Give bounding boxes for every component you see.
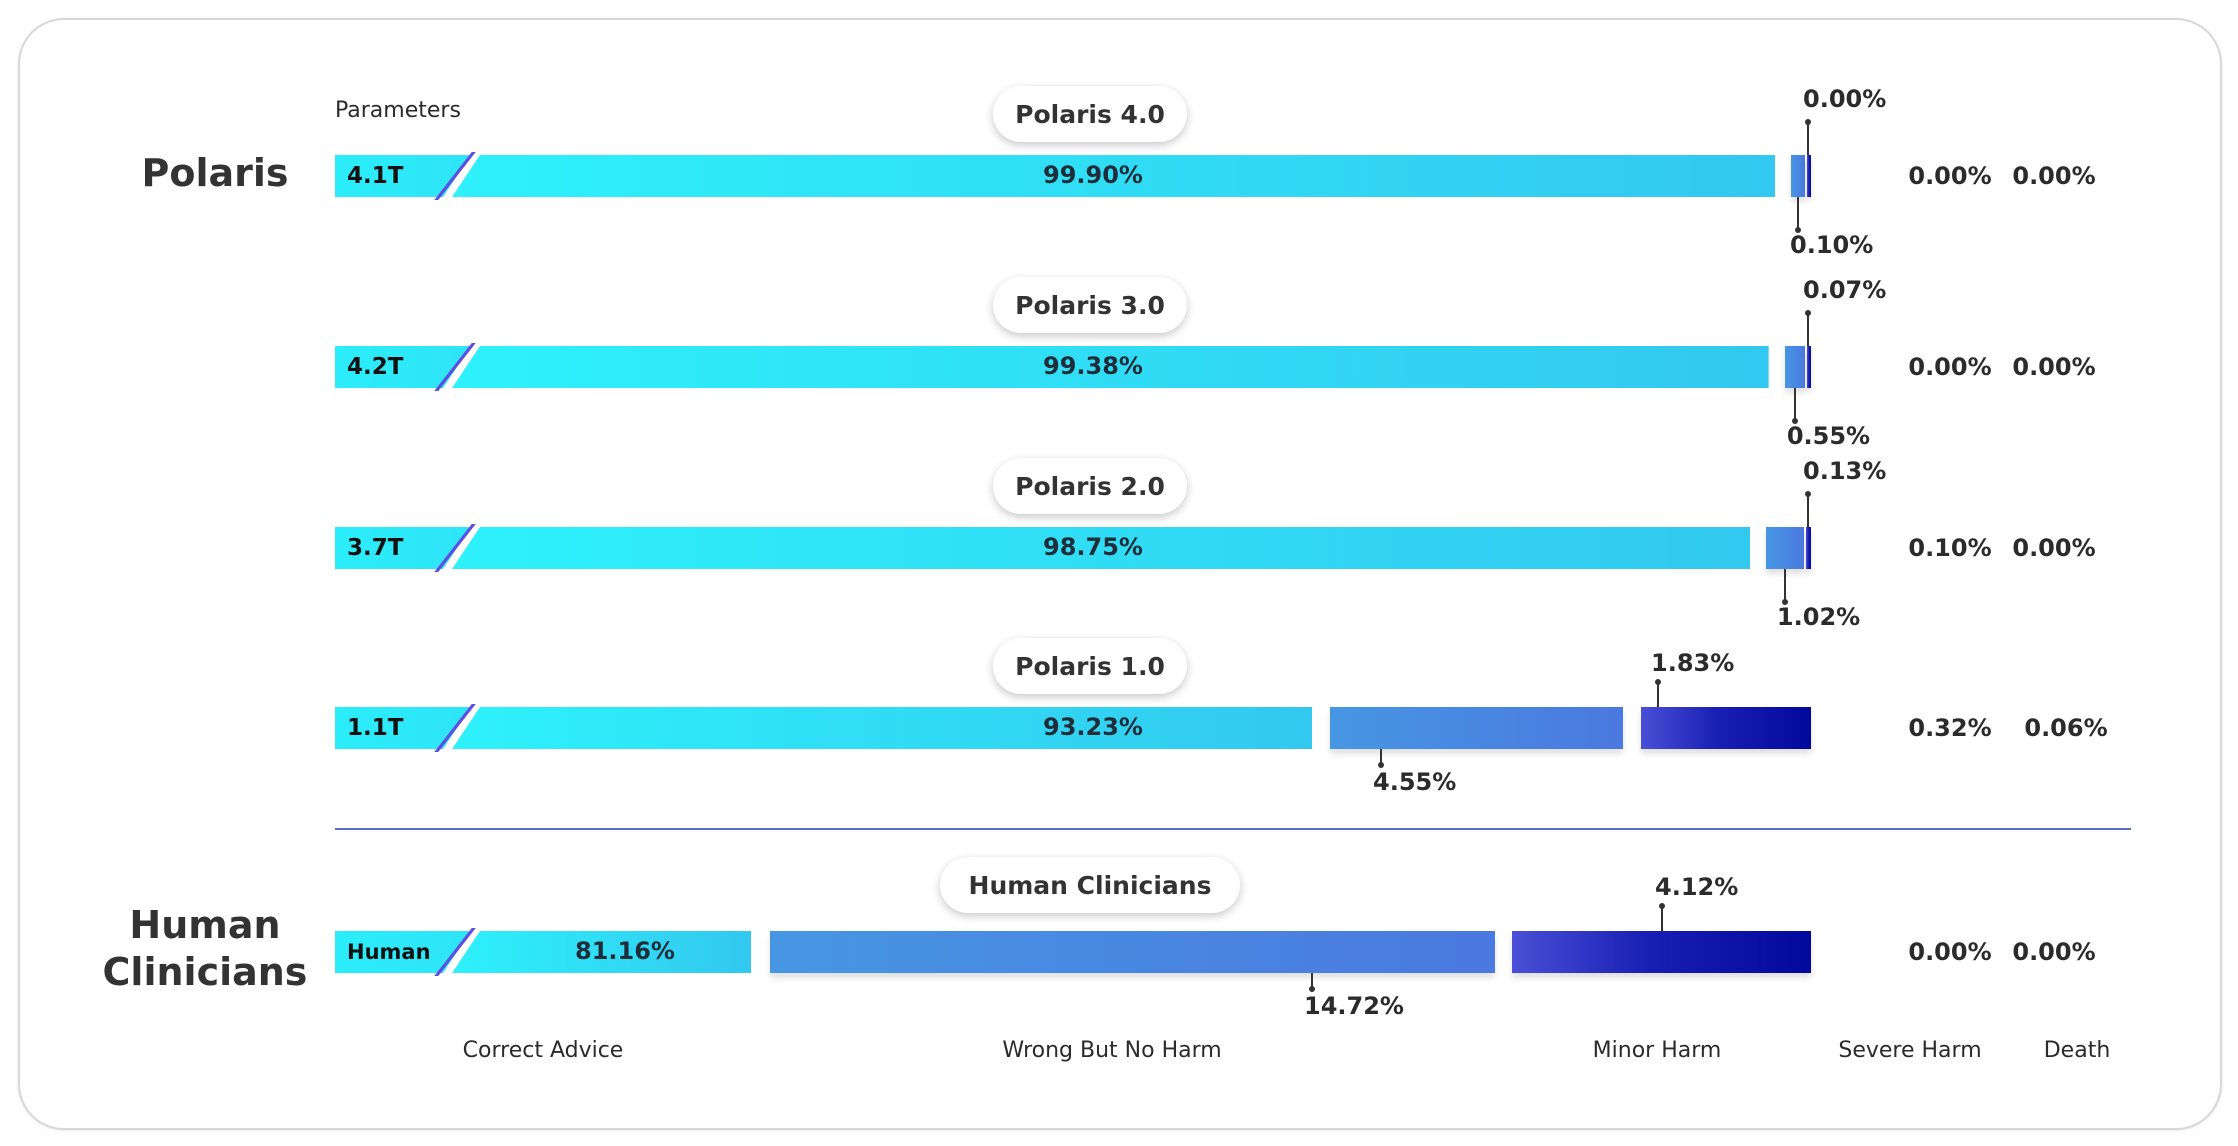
label-minor-polaris-1-0: 1.83% — [1651, 649, 1735, 677]
value-severe-harm-polaris-2-0: 0.10% — [1908, 534, 1992, 562]
category-label-death: Death — [2043, 1038, 2111, 1063]
bar-correct-polaris-4-0 — [452, 155, 1775, 197]
category-label-correct-advice: Correct Advice — [462, 1038, 624, 1063]
wrong-human-clinicians-dot — [1309, 986, 1315, 992]
label-minor-polaris-3-0: 0.07% — [1803, 276, 1887, 304]
wrong-polaris-4-0-leader — [1797, 197, 1799, 230]
wrong-polaris-1-0-dot — [1378, 762, 1384, 768]
minor-polaris-3-0-leader — [1807, 313, 1809, 346]
bar-wrong-human-clinicians — [770, 931, 1495, 973]
bar-minor-polaris-2-0 — [1805, 527, 1811, 569]
value-death-polaris-1-0: 0.06% — [2024, 714, 2108, 742]
pill-polaris-4-0: Polaris 4.0 — [993, 86, 1187, 142]
bar-correct-human-clinicians — [452, 931, 751, 973]
minor-human-clinicians-dot — [1659, 903, 1665, 909]
minor-polaris-4-0-dot — [1805, 119, 1811, 125]
value-death-polaris-4-0: 0.00% — [2012, 162, 2096, 190]
bar-wrong-polaris-4-0 — [1791, 155, 1805, 197]
pill-polaris-3-0: Polaris 3.0 — [993, 277, 1187, 333]
bar-correct-polaris-1-0 — [452, 707, 1312, 749]
pill-polaris-1-0: Polaris 1.0 — [993, 638, 1187, 694]
category-label-severe-harm: Severe Harm — [1838, 1038, 1982, 1063]
label-correct-human-clinicians: 81.16% — [575, 937, 675, 965]
value-death-polaris-3-0: 0.00% — [2012, 353, 2096, 381]
label-correct-polaris-4-0: 99.90% — [1043, 161, 1143, 189]
wrong-human-clinicians-leader — [1311, 973, 1313, 989]
minor-polaris-4-0-leader — [1807, 122, 1809, 155]
bar-minor-polaris-4-0 — [1807, 155, 1811, 197]
bar-minor-human-clinicians — [1512, 931, 1811, 973]
bar-wrong-polaris-2-0 — [1766, 527, 1804, 569]
label-wrong-polaris-1-0: 4.55% — [1373, 768, 1457, 796]
label-wrong-polaris-3-0: 0.55% — [1786, 422, 1871, 450]
label-correct-polaris-1-0: 93.23% — [1043, 713, 1143, 741]
minor-polaris-3-0-dot — [1805, 310, 1811, 316]
minor-polaris-1-0-leader — [1657, 682, 1659, 707]
bar-minor-polaris-1-0 — [1641, 707, 1811, 749]
wrong-polaris-3-0-leader — [1793, 388, 1796, 421]
group-divider — [335, 828, 2131, 830]
label-correct-polaris-2-0: 98.75% — [1043, 533, 1143, 561]
value-severe-harm-polaris-3-0: 0.00% — [1908, 353, 1992, 381]
bar-minor-polaris-3-0 — [1807, 346, 1811, 388]
bar-wrong-polaris-3-0 — [1784, 346, 1805, 388]
minor-polaris-2-0-leader — [1807, 494, 1809, 527]
minor-human-clinicians-leader — [1661, 906, 1663, 931]
wrong-polaris-2-0-leader — [1783, 569, 1786, 602]
label-wrong-human-clinicians: 14.72% — [1304, 992, 1404, 1020]
value-death-polaris-2-0: 0.00% — [2012, 534, 2096, 562]
label-minor-human-clinicians: 4.12% — [1655, 873, 1739, 901]
value-severe-harm-human-clinicians: 0.00% — [1908, 938, 1992, 966]
parameter-tab-human-clinicians: Human — [335, 931, 471, 973]
minor-polaris-2-0-dot — [1805, 491, 1811, 497]
bar-wrong-polaris-1-0 — [1330, 707, 1623, 749]
pill-polaris-2-0: Polaris 2.0 — [993, 458, 1187, 514]
wrong-polaris-3-0-dot — [1791, 418, 1798, 424]
wrong-polaris-1-0-leader — [1380, 749, 1382, 765]
label-wrong-polaris-2-0: 1.02% — [1776, 603, 1861, 631]
value-death-human-clinicians: 0.00% — [2012, 938, 2096, 966]
category-label-minor-harm: Minor Harm — [1592, 1038, 1722, 1063]
bar-correct-polaris-2-0 — [452, 527, 1751, 569]
group-title-human-clinicians: Human Clinicians — [102, 903, 308, 994]
group-title-polaris: Polaris — [141, 151, 289, 195]
label-minor-polaris-2-0: 0.13% — [1803, 457, 1887, 485]
parameters-label: Parameters — [335, 98, 461, 123]
minor-polaris-1-0-dot — [1655, 679, 1661, 685]
category-label-wrong-but-no-harm: Wrong But No Harm — [1002, 1038, 1222, 1063]
label-minor-polaris-4-0: 0.00% — [1803, 85, 1887, 113]
label-correct-polaris-3-0: 99.38% — [1043, 352, 1143, 380]
value-severe-harm-polaris-1-0: 0.32% — [1908, 714, 1992, 742]
bar-correct-polaris-3-0 — [452, 346, 1769, 388]
pill-human-clinicians: Human Clinicians — [940, 857, 1240, 913]
wrong-polaris-2-0-dot — [1781, 599, 1788, 605]
label-wrong-polaris-4-0: 0.10% — [1790, 231, 1874, 259]
value-severe-harm-polaris-4-0: 0.00% — [1908, 162, 1992, 190]
wrong-polaris-4-0-dot — [1795, 227, 1801, 233]
